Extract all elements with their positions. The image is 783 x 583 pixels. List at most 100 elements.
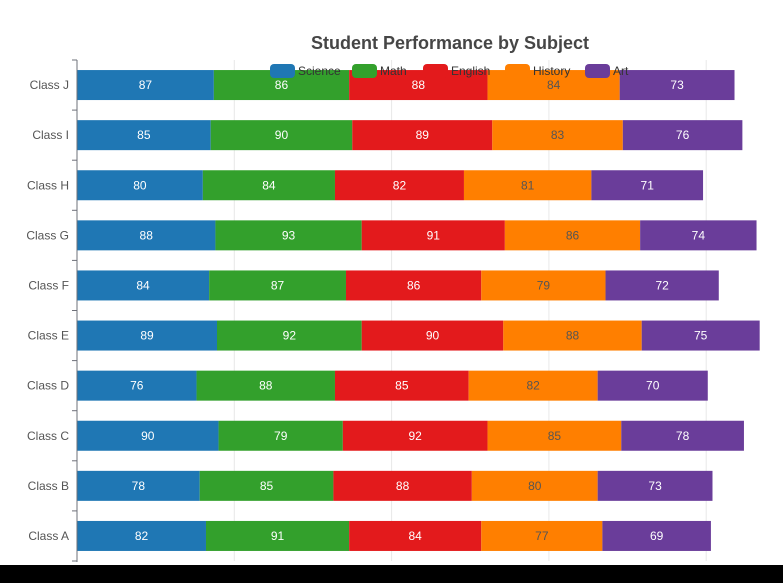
legend-swatch-math[interactable] [352, 64, 377, 78]
bar-data-label: 79 [274, 429, 288, 443]
y-tick-label: Class G [26, 228, 69, 242]
bar-segment-english [334, 370, 469, 401]
bar-data-label: 76 [676, 128, 690, 142]
bar-segment-science [77, 170, 203, 201]
bar-data-label: 91 [427, 228, 441, 242]
bar-data-label: 82 [393, 178, 407, 192]
bar-segment-history [503, 320, 642, 351]
bar-data-label: 85 [137, 128, 151, 142]
bar-data-label: 76 [130, 379, 144, 393]
bar-data-label: 90 [141, 429, 155, 443]
bar-segment-history [492, 120, 623, 151]
bar-segment-art [622, 120, 743, 151]
bar-segment-english [342, 420, 488, 451]
bar-data-label: 91 [271, 529, 285, 543]
bar-data-label: 88 [412, 78, 426, 92]
bar-data-label: 80 [133, 178, 147, 192]
y-tick-label: Class F [28, 278, 69, 292]
bar-segment-math [209, 270, 346, 301]
bar-data-label: 80 [528, 479, 542, 493]
bars: 82 91 84 77 69 78 85 88 80 73 90 79 92 85 78 76 88 85 82 70… [77, 70, 760, 551]
bar-segment-history [504, 220, 641, 251]
bar-segment-science [77, 470, 200, 501]
bar-data-label: 75 [694, 329, 708, 343]
bar-data-label: 86 [566, 228, 580, 242]
bar-segment-science [77, 520, 206, 551]
bar-segment-art [621, 420, 744, 451]
bar-data-label: 81 [521, 178, 535, 192]
y-tick-label: Class I [32, 128, 69, 142]
chart-area: 82 91 84 77 69 78 85 88 80 73 90 79 92 85 78 76 88 85 82 70… [0, 0, 783, 565]
bar-data-label: 78 [676, 429, 690, 443]
y-tick-label: Class J [30, 78, 69, 92]
bar-segment-math [210, 120, 353, 151]
legend-label-math[interactable]: Math [380, 64, 407, 78]
bar-segment-science [77, 270, 210, 301]
y-tick-label: Class H [27, 178, 69, 192]
bar-data-label: 84 [409, 529, 423, 543]
bar-data-label: 88 [259, 379, 273, 393]
bar-segment-history [481, 520, 603, 551]
bar-segment-english [345, 270, 482, 301]
y-tick-label: Class C [27, 429, 69, 443]
bar-data-label: 85 [260, 479, 274, 493]
bar-data-label: 72 [655, 278, 669, 292]
bar-segment-science [77, 370, 197, 401]
bar-segment-english [352, 120, 493, 151]
bar-data-label: 88 [566, 329, 580, 343]
legend-label-history[interactable]: History [533, 64, 570, 78]
bar-segment-math [205, 520, 350, 551]
bar-data-label: 90 [275, 128, 289, 142]
bar-data-label: 73 [648, 479, 662, 493]
bar-segment-english [334, 170, 464, 201]
legend-swatch-history[interactable] [505, 64, 530, 78]
bar-data-label: 77 [535, 529, 549, 543]
bar-segment-math [215, 220, 362, 251]
bar-segment-math [202, 170, 335, 201]
bar-data-label: 87 [271, 278, 285, 292]
bar-segment-math [216, 320, 362, 351]
bar-segment-art [597, 370, 708, 401]
bar-segment-history [471, 470, 598, 501]
bar-data-label: 89 [416, 128, 430, 142]
bar-data-label: 70 [646, 379, 660, 393]
bar-segment-art [619, 70, 735, 101]
bar-data-label: 88 [140, 228, 154, 242]
bar-segment-art [602, 520, 711, 551]
bar-data-label: 92 [409, 429, 423, 443]
bar-segment-art [591, 170, 704, 201]
y-tick-label: Class D [27, 379, 69, 393]
bar-segment-science [77, 320, 217, 351]
bar-segment-history [468, 370, 598, 401]
chart-title: Student Performance by Subject [311, 33, 589, 53]
bar-data-label: 79 [537, 278, 551, 292]
legend-swatch-art[interactable] [585, 64, 610, 78]
bar-data-label: 83 [551, 128, 565, 142]
legend: Science Math English History Art [270, 64, 629, 78]
bar-data-label: 93 [282, 228, 296, 242]
bar-data-label: 89 [140, 329, 154, 343]
bar-segment-history [481, 270, 606, 301]
chart-svg: 82 91 84 77 69 78 85 88 80 73 90 79 92 85 78 76 88 85 82 70… [26, 33, 760, 562]
bar-data-label: 86 [275, 78, 289, 92]
bar-segment-art [605, 270, 719, 301]
bar-data-label: 87 [139, 78, 153, 92]
bar-segment-history [463, 170, 592, 201]
legend-swatch-science[interactable] [270, 64, 295, 78]
bar-data-label: 78 [132, 479, 146, 493]
bar-segment-science [77, 120, 211, 151]
legend-label-art[interactable]: Art [613, 64, 629, 78]
bar-data-label: 74 [692, 228, 706, 242]
bar-segment-science [77, 420, 219, 451]
bar-segment-english [333, 470, 472, 501]
bar-data-label: 84 [262, 178, 276, 192]
bar-data-label: 84 [136, 278, 150, 292]
legend-label-english[interactable]: English [451, 64, 490, 78]
bar-data-label: 92 [283, 329, 297, 343]
bar-segment-history [487, 420, 622, 451]
bar-data-label: 86 [407, 278, 421, 292]
bar-segment-english [361, 320, 504, 351]
legend-label-science[interactable]: Science [298, 64, 341, 78]
bar-data-label: 82 [526, 379, 540, 393]
legend-swatch-english[interactable] [423, 64, 448, 78]
